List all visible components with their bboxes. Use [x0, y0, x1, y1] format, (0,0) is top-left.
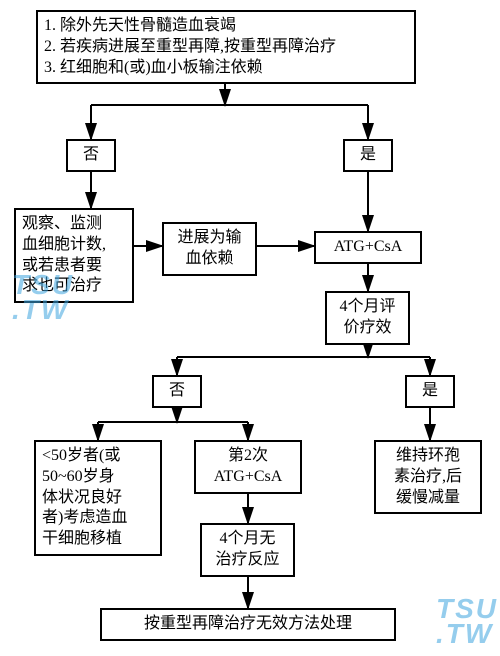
node-no-2: 否 — [152, 375, 202, 408]
node-4month-noresp: 4个月无治疗反应 — [200, 523, 295, 577]
watermark-tw-1: .TW — [12, 297, 69, 322]
node-criteria: 1. 除外先天性骨髓造血衰竭2. 若疾病进展至重型再障,按重型再障治疗3. 红细… — [36, 10, 416, 84]
node-yes-2: 是 — [405, 375, 455, 408]
node-atg-csa-2: 第2次ATG+CsA — [194, 440, 302, 494]
node-hsct: <50岁者(或50~60岁身体状况良好者)考虑造血干细胞移植 — [34, 440, 162, 556]
node-progress-transfusion: 进展为输血依赖 — [162, 222, 257, 276]
node-severe-fail: 按重型再障治疗无效方法处理 — [100, 608, 396, 641]
watermark-tw-2: .TW — [436, 621, 493, 646]
node-no-1: 否 — [66, 139, 116, 172]
node-yes-1: 是 — [343, 139, 393, 172]
node-maintain: 维持环孢素治疗,后缓慢减量 — [374, 440, 482, 514]
node-4month-eval: 4个月评价疗效 — [325, 291, 410, 345]
node-atg-csa: ATG+CsA — [314, 231, 422, 264]
